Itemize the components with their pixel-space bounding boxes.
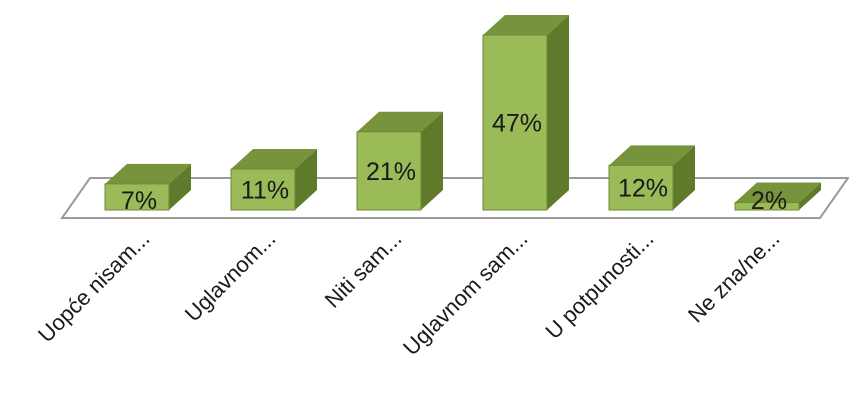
data-label: 21%: [366, 158, 416, 186]
category-label: Ne zna/ne...: [683, 226, 785, 328]
bar-top: [735, 182, 821, 203]
bar-side: [169, 163, 191, 210]
category-labels: Uopće nisam... Uglavnom... Niti sam...Ugla…: [33, 226, 784, 360]
bar: 2%: [734, 182, 821, 215]
bar-front: [482, 34, 548, 211]
bar-front: [734, 202, 800, 211]
data-label: 11%: [241, 177, 289, 205]
category-label: Uopće nisam...: [33, 226, 154, 347]
category-label: Uglavnom sam...: [398, 226, 532, 360]
bar-top: [483, 15, 569, 35]
bar-side: [295, 149, 317, 210]
category-label: U potpunosti...: [541, 226, 659, 344]
bars-layer: 7% 11% 21% 47% 12% 2%: [104, 15, 821, 215]
data-label: 47%: [492, 110, 542, 138]
bar-top: [231, 149, 317, 170]
data-label: 7%: [121, 187, 157, 215]
category-label: Uglavnom...: [180, 226, 281, 327]
bar-side: [673, 145, 695, 210]
bar-top: [105, 163, 191, 184]
bar-side: [421, 111, 443, 210]
bar-top: [357, 111, 443, 132]
data-label: 12%: [618, 175, 668, 203]
bar-side: [547, 15, 569, 210]
bar: 11%: [230, 149, 317, 211]
bar-front: [608, 164, 674, 211]
bar: 21%: [356, 111, 443, 211]
category-label: Niti sam...: [320, 226, 407, 313]
bar-side: [799, 182, 821, 210]
bar: 47%: [482, 15, 569, 211]
bar-front: [356, 131, 422, 211]
bar: 12%: [608, 145, 695, 211]
data-label: 2%: [751, 187, 787, 215]
bar-front: [230, 168, 296, 211]
bar: 7%: [104, 163, 191, 215]
bar-front: [104, 183, 170, 211]
bar-top: [609, 145, 695, 166]
